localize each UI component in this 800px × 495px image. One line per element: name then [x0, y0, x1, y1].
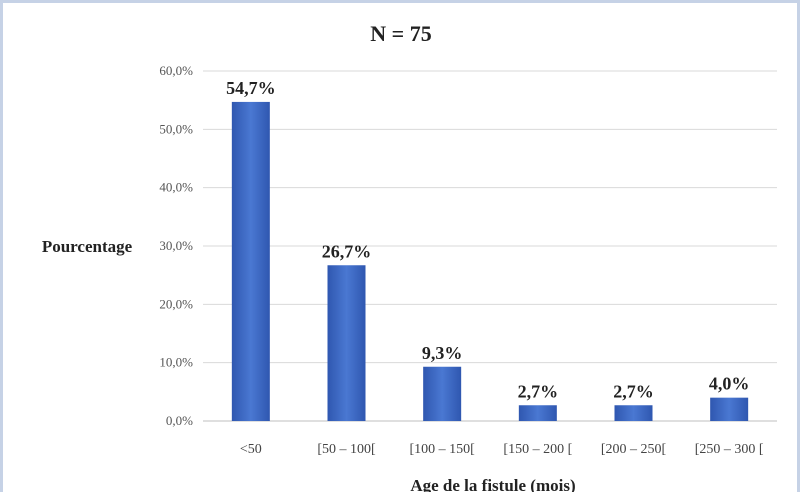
x-tick-label: [250 – 300 [: [695, 442, 764, 457]
data-label: 2,7%: [518, 381, 559, 401]
data-label: 26,7%: [322, 241, 372, 261]
bar: [423, 366, 462, 421]
data-label: 2,7%: [613, 381, 654, 401]
bar-chart: N = 75 Pourcentage Age de la fistule (mo…: [42, 21, 777, 492]
x-tick-label: [200 – 250[: [601, 442, 667, 457]
y-tick-label: 40,0%: [159, 180, 193, 195]
bar: [518, 405, 557, 421]
bar: [327, 265, 366, 421]
bar: [614, 405, 653, 421]
y-tick-label: 20,0%: [159, 296, 193, 311]
y-tick-label: 10,0%: [159, 355, 193, 370]
chart-title: N = 75: [370, 21, 431, 46]
y-tick-label: 0,0%: [166, 413, 193, 428]
x-tick-label: [100 – 150[: [410, 442, 476, 457]
y-tick-label: 50,0%: [159, 121, 193, 136]
y-tick-label: 60,0%: [159, 63, 193, 78]
x-tick-label: [150 – 200 [: [503, 442, 572, 457]
bar: [710, 397, 749, 421]
y-axis-label: Pourcentage: [42, 237, 133, 256]
data-label: 4,0%: [709, 374, 750, 394]
x-axis-label: Age de la fistule (mois): [410, 476, 575, 492]
bar: [231, 101, 270, 422]
data-label: 9,3%: [422, 343, 463, 363]
x-tick-label: <50: [240, 442, 262, 457]
x-tick-label: [50 – 100[: [317, 442, 376, 457]
data-label: 54,7%: [226, 78, 276, 98]
y-tick-label: 30,0%: [159, 238, 193, 253]
